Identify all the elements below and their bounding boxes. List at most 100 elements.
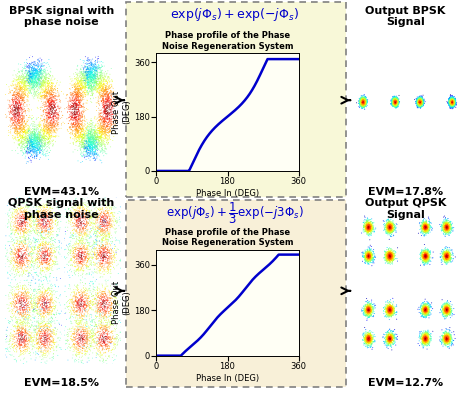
Point <box>442 229 450 235</box>
Point <box>366 252 374 259</box>
Point <box>41 90 49 97</box>
Point <box>12 341 20 347</box>
Point <box>367 310 374 316</box>
Point <box>383 227 390 233</box>
Point <box>445 335 452 341</box>
Point <box>41 59 48 66</box>
Point <box>445 220 453 226</box>
Point <box>95 337 103 343</box>
Point <box>442 305 449 311</box>
Point <box>29 81 37 87</box>
Point <box>448 97 456 103</box>
Point <box>78 215 86 221</box>
Point <box>73 127 81 134</box>
Point <box>36 73 44 79</box>
Point <box>29 143 36 149</box>
Point <box>27 62 35 68</box>
Point <box>366 331 374 337</box>
Point <box>79 154 87 160</box>
Point <box>422 338 430 345</box>
Point <box>45 110 52 117</box>
Point <box>386 312 394 319</box>
Point <box>78 255 86 261</box>
Point <box>388 309 395 316</box>
Point <box>424 340 432 346</box>
Point <box>75 99 83 105</box>
Point <box>12 86 20 93</box>
Point <box>417 97 425 103</box>
Point <box>391 101 398 107</box>
Point <box>27 134 35 140</box>
Point <box>35 289 43 295</box>
Point <box>36 148 44 154</box>
Point <box>418 103 425 109</box>
Point <box>101 306 109 312</box>
Point <box>38 239 46 245</box>
Point <box>450 101 457 108</box>
Point <box>96 294 103 301</box>
Point <box>423 331 431 337</box>
Point <box>388 335 395 341</box>
Point <box>388 310 396 316</box>
Point <box>70 248 77 254</box>
Point <box>389 250 396 256</box>
Point <box>445 339 452 345</box>
Point <box>41 211 48 218</box>
Point <box>365 309 373 316</box>
Point <box>101 143 109 149</box>
Point <box>92 221 100 227</box>
Point <box>87 86 94 92</box>
Point <box>28 151 36 157</box>
Point <box>388 312 396 318</box>
Point <box>447 98 455 105</box>
Point <box>447 96 455 103</box>
Point <box>93 253 100 259</box>
Point <box>414 102 422 108</box>
Point <box>392 96 399 103</box>
Point <box>424 226 431 233</box>
Point <box>447 103 455 110</box>
Point <box>99 79 107 85</box>
Point <box>419 101 427 107</box>
Point <box>91 135 98 141</box>
Point <box>101 250 109 256</box>
Point <box>415 100 423 106</box>
Point <box>54 220 61 226</box>
Point <box>86 71 93 77</box>
Point <box>362 334 370 340</box>
Point <box>98 93 106 99</box>
Point <box>422 306 429 312</box>
Point <box>359 96 367 102</box>
Point <box>23 77 31 83</box>
Point <box>26 289 33 296</box>
Point <box>65 98 73 104</box>
Point <box>25 262 32 268</box>
Point <box>385 228 392 234</box>
Point <box>412 98 420 105</box>
Point <box>74 117 82 123</box>
Point <box>46 79 54 86</box>
Point <box>83 72 91 79</box>
Point <box>76 260 83 266</box>
Point <box>442 306 449 312</box>
Point <box>82 334 90 341</box>
Point <box>41 290 49 296</box>
Point <box>392 101 399 108</box>
Point <box>72 293 80 299</box>
Point <box>391 100 399 107</box>
Point <box>417 97 424 103</box>
Point <box>9 91 17 97</box>
Point <box>47 69 55 75</box>
Point <box>441 253 449 259</box>
Point <box>393 101 401 108</box>
Point <box>359 103 366 109</box>
Point <box>106 96 114 102</box>
Point <box>450 98 457 105</box>
Point <box>10 206 18 213</box>
Point <box>393 101 401 107</box>
Point <box>78 329 85 335</box>
Point <box>440 226 448 232</box>
Point <box>443 334 450 341</box>
Point <box>16 329 24 336</box>
Point <box>55 82 63 88</box>
